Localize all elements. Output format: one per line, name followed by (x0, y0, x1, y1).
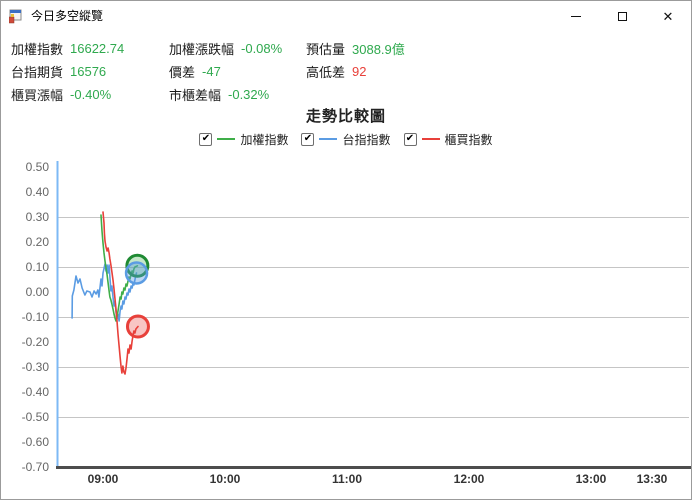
series-line-otc (102, 211, 139, 375)
y-axis-tick-label: -0.30 (22, 360, 50, 374)
info-value: 92 (352, 64, 367, 79)
series-line-taifex (71, 263, 138, 322)
info-value: 16576 (70, 64, 107, 79)
info-cell: 櫃買漲幅 -0.40% (11, 83, 169, 106)
close-icon: ✕ (662, 8, 674, 24)
info-label: 高低差 (306, 65, 346, 80)
maximize-button[interactable] (599, 1, 645, 31)
y-axis-tick-label: 0.00 (26, 285, 50, 299)
info-label: 市櫃差幅 (169, 88, 222, 103)
end-marker-otc (125, 314, 150, 339)
legend-line-sample-icon (421, 138, 440, 140)
info-value: 3088.9億 (352, 42, 405, 57)
info-cell: 預估量 3088.9億 (306, 37, 536, 60)
info-label: 預估量 (306, 42, 346, 57)
info-label: 加權指數 (11, 42, 64, 57)
info-value: -0.40% (70, 87, 112, 102)
window-titlebar: 今日多空縱覽 ✕ (1, 1, 691, 31)
minimize-icon (571, 15, 581, 17)
y-axis-tick-label: 0.30 (26, 210, 50, 224)
info-panel: 加權指數 16622.74 加權漲跌幅 -0.08% 預估量 3088.9億台指期貨 165… (11, 37, 571, 106)
app-icon (9, 9, 22, 24)
info-value: 16622.74 (70, 41, 125, 56)
chart-title: 走勢比較圖 (305, 108, 386, 125)
series-line-weighted (100, 214, 139, 322)
info-cell: 價差 -47 (169, 60, 306, 83)
x-axis-tick-label: 11:00 (332, 472, 362, 486)
x-axis-tick-label: 13:30 (637, 472, 668, 486)
y-axis-tick-label: -0.50 (22, 410, 50, 424)
y-axis-tick-label: -0.40 (22, 385, 50, 399)
legend-item: ✔ 加權指數 (199, 131, 288, 148)
x-axis-tick-label: 12:00 (454, 472, 485, 486)
y-axis-tick-label: 0.10 (26, 260, 50, 274)
x-axis-tick-label: 09:00 (88, 472, 119, 486)
info-label: 價差 (169, 65, 196, 80)
close-button[interactable]: ✕ (645, 1, 691, 31)
legend-checkbox[interactable]: ✔ (403, 132, 417, 146)
info-value: -47 (202, 64, 221, 79)
legend-line-sample-icon (319, 138, 338, 140)
legend-label: 台指指數 (342, 132, 391, 147)
end-marker-taifex (124, 261, 149, 285)
y-axis-tick-label: 0.40 (26, 185, 50, 199)
x-axis-tick-label: 13:00 (576, 472, 607, 486)
info-label: 台指期貨 (11, 65, 64, 80)
y-axis-tick-label: -0.70 (22, 460, 50, 474)
info-value: -0.08% (241, 41, 283, 56)
info-label: 加權漲跌幅 (169, 42, 235, 57)
legend-label: 加權指數 (240, 132, 289, 147)
legend-checkbox[interactable]: ✔ (199, 132, 213, 146)
info-cell: 台指期貨 16576 (11, 60, 169, 83)
info-cell: 加權指數 16622.74 (11, 37, 169, 60)
y-axis-tick-label: 0.50 (26, 160, 50, 174)
x-axis-tick-label: 10:00 (210, 472, 241, 486)
info-cell: 市櫃差幅 -0.32% (169, 83, 306, 106)
window-title: 今日多空縱覽 (31, 9, 104, 23)
y-axis-tick-label: 0.20 (26, 235, 50, 249)
info-value: -0.32% (228, 87, 270, 102)
info-cell: 加權漲跌幅 -0.08% (169, 37, 306, 60)
y-axis-tick-label: -0.20 (22, 335, 50, 349)
end-marker-weighted (125, 253, 150, 278)
legend-checkbox[interactable]: ✔ (301, 132, 315, 146)
chart-legend: ✔ 加權指數 ✔ 台指指數 ✔ 櫃買指數 (1, 130, 691, 148)
legend-label: 櫃買指數 (444, 132, 493, 147)
legend-item: ✔ 櫃買指數 (403, 131, 493, 148)
info-label: 櫃買漲幅 (11, 88, 64, 103)
y-axis-tick-label: -0.60 (22, 435, 50, 449)
legend-item: ✔ 台指指數 (301, 131, 391, 148)
minimize-button[interactable] (553, 1, 599, 31)
legend-line-sample-icon (217, 138, 236, 140)
info-cell: 高低差 92 (306, 60, 536, 83)
y-axis-tick-label: -0.10 (22, 310, 50, 324)
maximize-icon (617, 11, 627, 21)
